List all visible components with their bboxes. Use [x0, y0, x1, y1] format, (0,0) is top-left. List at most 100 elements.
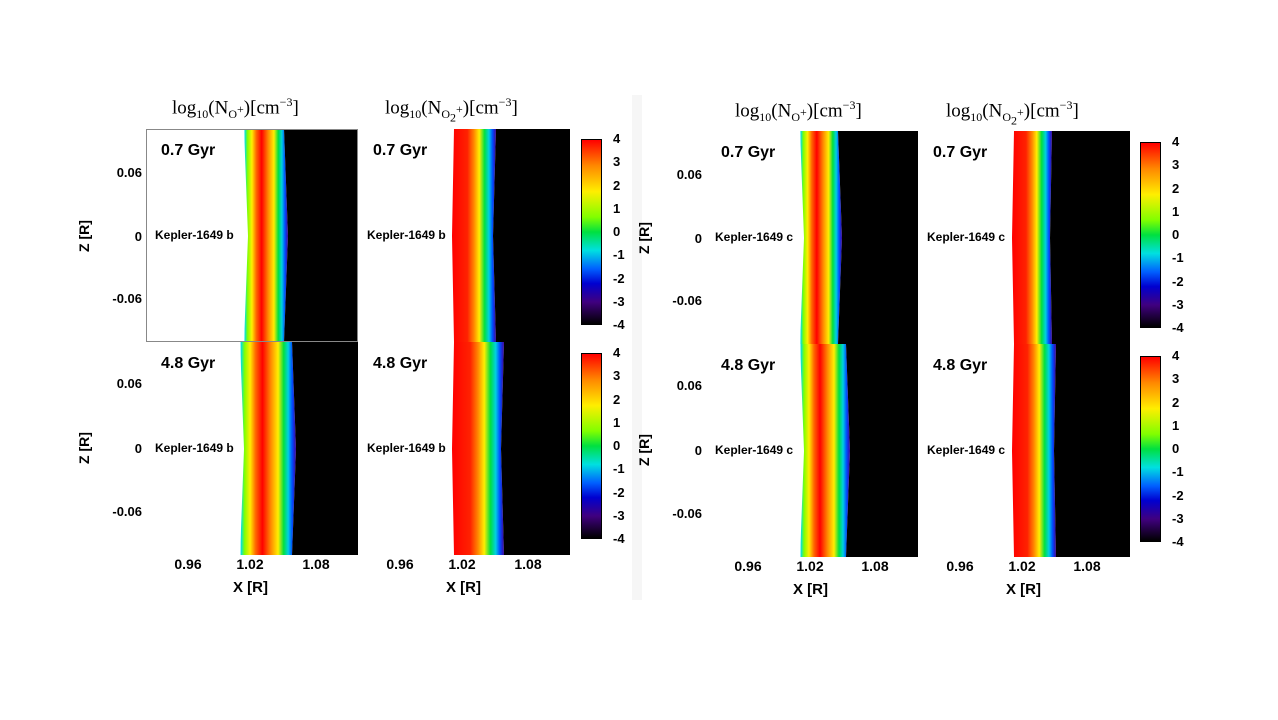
- colorbar-tick: -1: [1172, 464, 1184, 480]
- colorbar-tick: -4: [613, 317, 625, 332]
- colorbar-tick: -3: [613, 293, 625, 309]
- colorbar-tick: 0: [1172, 227, 1180, 242]
- y-tick: 0.06: [116, 165, 142, 180]
- colorbar-tick: 1: [1172, 417, 1180, 433]
- colorbar-tick: 2: [613, 177, 621, 193]
- colorbar-tick: 2: [613, 391, 621, 407]
- colorbar-tick: 3: [1172, 371, 1180, 387]
- colorbar-tick: -2: [1172, 273, 1184, 289]
- x-tick: 0.96: [174, 556, 202, 572]
- colorbar-tick: 4: [1172, 348, 1180, 363]
- colorbar-tick: 2: [1172, 180, 1180, 196]
- planet-label: Kepler-1649 c: [715, 443, 794, 457]
- planet-label: Kepler-1649 b: [155, 441, 234, 455]
- colorbar-tick: -3: [613, 507, 625, 523]
- x-tick: 0.96: [734, 558, 762, 574]
- x-tick: 1.02: [796, 558, 824, 574]
- colorbar-tick: 4: [1172, 134, 1180, 149]
- colorbar-tick: 1: [1172, 203, 1180, 219]
- x-axis-label: X [R]: [1006, 581, 1041, 598]
- colorbar-bottom-right: [1140, 356, 1161, 542]
- y-tick: -0.06: [672, 293, 702, 308]
- colorbar-tick: 0: [613, 224, 621, 239]
- panel-separator: [632, 95, 642, 600]
- heatmap-o2-plus-c-4.8: 4.8 Gyr Kepler-1649 c: [918, 344, 1130, 557]
- y-tick: 0: [134, 229, 142, 244]
- y-axis-label-bottom: Z [R]: [635, 434, 652, 466]
- colorbar-tick: -2: [613, 484, 625, 500]
- planet-label: Kepler-1649 b: [367, 441, 446, 455]
- colorbar-tick: -4: [613, 531, 625, 546]
- colorbar-tick: -4: [1172, 320, 1184, 335]
- x-tick: 1.08: [1073, 558, 1101, 574]
- colorbar-tick: -2: [613, 270, 625, 286]
- colorbar-tick: -1: [613, 247, 625, 263]
- heatmap-o2-plus-b-4.8: 4.8 Gyr Kepler-1649 b: [358, 342, 570, 555]
- x-axis-label: X [R]: [233, 579, 268, 596]
- colorbar-tick: 4: [613, 131, 621, 146]
- age-label: 4.8 Gyr: [933, 357, 988, 374]
- title-o2-plus-right: log10(NO2+)[cm−3]: [946, 98, 1079, 128]
- colorbar-tick: -2: [1172, 487, 1184, 503]
- x-tick: 1.02: [448, 556, 476, 572]
- planet-label: Kepler-1649 c: [927, 443, 1006, 457]
- age-label: 0.7 Gyr: [373, 142, 428, 159]
- title-o-plus-right: log10(NO+)[cm−3]: [735, 98, 862, 125]
- y-tick: -0.06: [672, 506, 702, 521]
- colorbar-tick: 1: [613, 200, 621, 216]
- age-label: 4.8 Gyr: [721, 357, 776, 374]
- colorbar-tick: 3: [1172, 157, 1180, 173]
- y-tick: 0: [694, 231, 702, 246]
- y-tick: 0.06: [116, 376, 142, 391]
- age-label: 4.8 Gyr: [373, 355, 428, 372]
- colorbar-tick: -3: [1172, 510, 1184, 526]
- planet-label: Kepler-1649 b: [155, 228, 234, 242]
- y-axis-label-top: Z [R]: [75, 220, 92, 252]
- colorbar-tick: 2: [1172, 394, 1180, 410]
- y-tick: 0: [134, 441, 142, 456]
- heatmap-o2-plus-c-0.7: 0.7 Gyr Kepler-1649 c: [918, 131, 1130, 344]
- colorbar-tick: -1: [1172, 250, 1184, 266]
- x-tick: 1.02: [236, 556, 264, 572]
- heatmap-o-plus-b-4.8: 4.8 Gyr Kepler-1649 b: [146, 342, 358, 555]
- y-tick: -0.06: [112, 291, 142, 306]
- age-label: 0.7 Gyr: [933, 144, 988, 161]
- y-axis-label-top: Z [R]: [635, 222, 652, 254]
- y-tick: 0.06: [676, 167, 702, 182]
- title-o2-plus-left: log10(NO2+)[cm−3]: [385, 95, 518, 125]
- colorbar-tick: 0: [1172, 441, 1180, 456]
- heatmap-o-plus-c-0.7: 0.7 Gyr Kepler-1649 c: [706, 131, 918, 344]
- y-axis-label-bottom: Z [R]: [75, 432, 92, 464]
- colorbar-top-right: [1140, 142, 1161, 328]
- planet-label: Kepler-1649 c: [927, 230, 1006, 244]
- planet-label: Kepler-1649 c: [715, 230, 794, 244]
- colorbar-top-left: [581, 139, 602, 325]
- colorbar-tick: 0: [613, 438, 621, 453]
- x-axis-label: X [R]: [446, 579, 481, 596]
- colorbar-bottom-left: [581, 353, 602, 539]
- colorbar-tick: 3: [613, 368, 621, 384]
- x-tick: 0.96: [386, 556, 414, 572]
- age-label: 0.7 Gyr: [721, 144, 776, 161]
- colorbar-tick: -4: [1172, 534, 1184, 549]
- colorbar-tick: 1: [613, 414, 621, 430]
- age-label: 4.8 Gyr: [161, 355, 216, 372]
- x-tick: 1.08: [302, 556, 330, 572]
- y-tick: 0: [694, 443, 702, 458]
- y-tick: 0.06: [676, 378, 702, 393]
- age-label: 0.7 Gyr: [161, 142, 216, 159]
- title-o-plus-left: log10(NO+)[cm−3]: [172, 95, 299, 122]
- x-tick: 1.02: [1008, 558, 1036, 574]
- colorbar-tick: -3: [1172, 296, 1184, 312]
- heatmap-o2-plus-b-0.7: 0.7 Gyr Kepler-1649 b: [358, 129, 570, 342]
- heatmap-o-plus-b-0.7: 0.7 Gyr Kepler-1649 b: [146, 129, 358, 342]
- x-tick: 1.08: [514, 556, 542, 572]
- planet-label: Kepler-1649 b: [367, 228, 446, 242]
- colorbar-tick: 3: [613, 154, 621, 170]
- x-axis-label: X [R]: [793, 581, 828, 598]
- x-tick: 1.08: [861, 558, 889, 574]
- heatmap-o-plus-c-4.8: 4.8 Gyr Kepler-1649 c: [706, 344, 918, 557]
- x-tick: 0.96: [946, 558, 974, 574]
- colorbar-tick: -1: [613, 461, 625, 477]
- colorbar-tick: 4: [613, 345, 621, 360]
